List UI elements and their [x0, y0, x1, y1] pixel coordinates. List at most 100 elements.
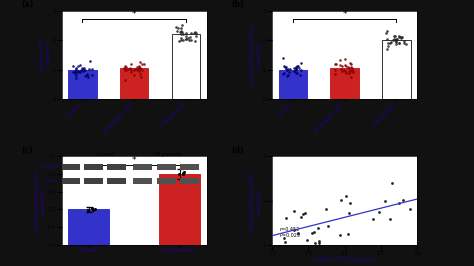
- Point: [337, 58, 344, 63]
- Point: [294, 64, 302, 68]
- Point: [383, 37, 391, 41]
- Point: [297, 215, 305, 219]
- Point: [315, 226, 322, 230]
- Point: [179, 171, 187, 175]
- Point: [308, 230, 316, 235]
- Point: [121, 77, 129, 82]
- Point: [297, 68, 305, 72]
- Point: [301, 211, 309, 215]
- Point: [324, 223, 332, 228]
- Text: *: *: [342, 10, 347, 19]
- Point: [192, 31, 200, 35]
- Point: [136, 72, 144, 76]
- Point: [392, 40, 400, 44]
- Point: [391, 38, 399, 42]
- Point: [121, 64, 129, 68]
- Point: [349, 69, 357, 73]
- Point: [184, 36, 192, 40]
- Point: [395, 41, 402, 45]
- Point: [292, 66, 300, 70]
- Point: [177, 30, 184, 34]
- Point: [132, 67, 139, 71]
- Point: [73, 76, 80, 80]
- Bar: [330, 68, 359, 99]
- Point: [284, 72, 292, 77]
- Point: [282, 240, 289, 244]
- Point: [181, 170, 188, 174]
- Point: [191, 39, 199, 43]
- Point: [292, 66, 300, 71]
- Point: [390, 34, 398, 39]
- Point: [311, 240, 319, 245]
- Point: [392, 37, 400, 41]
- Point: [281, 65, 288, 69]
- Point: [279, 72, 286, 76]
- Point: [135, 65, 142, 69]
- Point: [88, 73, 96, 77]
- Point: [182, 31, 190, 35]
- Point: [279, 55, 286, 60]
- Point: [342, 69, 349, 73]
- Point: [296, 73, 304, 77]
- Point: [344, 65, 351, 69]
- Point: [290, 209, 297, 213]
- Point: [395, 34, 403, 38]
- Point: [346, 201, 354, 205]
- Point: [282, 65, 290, 69]
- Point: [179, 172, 187, 177]
- Point: [122, 65, 130, 69]
- Point: [292, 65, 300, 70]
- Point: [290, 227, 298, 232]
- Point: [392, 39, 400, 43]
- Point: [345, 71, 353, 75]
- Point: [135, 69, 143, 73]
- Point: [392, 41, 400, 46]
- Point: [384, 41, 392, 45]
- Bar: [120, 68, 148, 99]
- Point: [192, 34, 200, 39]
- Point: [281, 64, 288, 68]
- Point: [74, 69, 82, 74]
- Point: [285, 69, 293, 74]
- Point: [315, 240, 323, 245]
- Point: [395, 35, 403, 39]
- Point: [79, 67, 87, 71]
- Point: [83, 72, 91, 76]
- Y-axis label: Relative SEMA3A mRNA
expression: Relative SEMA3A mRNA expression: [250, 171, 261, 230]
- Point: [72, 70, 79, 74]
- Point: [83, 72, 91, 77]
- Point: [391, 34, 399, 39]
- Point: [397, 35, 404, 40]
- Point: [140, 62, 148, 66]
- Point: [178, 22, 186, 27]
- Point: [383, 31, 390, 35]
- Bar: [159, 174, 200, 245]
- Point: [175, 172, 182, 176]
- Point: [346, 61, 353, 65]
- Y-axis label: Relative SEMA3A protein
expression: Relative SEMA3A protein expression: [36, 170, 46, 231]
- Point: [84, 207, 91, 212]
- Point: [72, 66, 80, 71]
- Point: [133, 64, 140, 69]
- Text: (b): (b): [231, 0, 244, 9]
- Point: [384, 43, 392, 48]
- Point: [88, 67, 96, 71]
- Point: [349, 69, 356, 74]
- Point: [85, 66, 93, 71]
- Point: [179, 32, 187, 36]
- Text: (d): (d): [231, 146, 244, 155]
- Point: [338, 69, 346, 73]
- Point: [74, 69, 82, 73]
- Point: [375, 210, 383, 214]
- Point: [387, 40, 395, 44]
- Point: [340, 68, 347, 72]
- Point: [283, 215, 290, 220]
- Point: [284, 67, 292, 71]
- Point: [178, 30, 186, 34]
- Point: [120, 65, 128, 70]
- Point: [342, 71, 350, 76]
- Point: [124, 67, 132, 72]
- Point: [178, 38, 185, 42]
- Point: [175, 39, 182, 43]
- Point: [127, 62, 134, 66]
